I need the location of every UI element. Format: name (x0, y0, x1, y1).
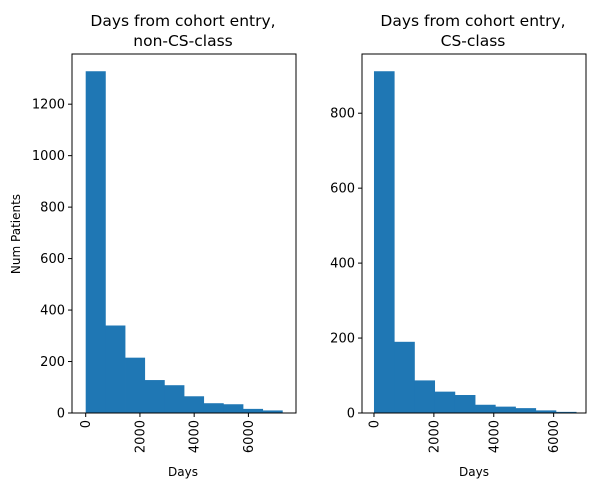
right-y-tick-label-3: 600 (330, 182, 355, 197)
right-x-tick-label-2: 4000 (487, 420, 502, 453)
right-x-ticks: 0 2000 4000 6000 (367, 413, 562, 453)
left-bar-0 (85, 71, 106, 413)
left-x-tick-label-3: 6000 (242, 420, 257, 453)
left-y-tick-label-3: 600 (40, 252, 65, 267)
right-bar-1 (394, 341, 415, 413)
left-bar-4 (164, 385, 185, 413)
left-bar-6 (203, 403, 224, 413)
left-y-tick-label-6: 1200 (32, 98, 65, 113)
left-x-label: Days (168, 465, 198, 479)
right-y-ticks: 0 200 400 600 800 (330, 107, 362, 422)
left-bar-9 (262, 410, 283, 413)
right-bars (373, 71, 577, 413)
left-bar-7 (223, 404, 244, 413)
left-panel: Days from cohort entry, non-CS-class 0 20… (9, 12, 297, 479)
left-y-tick-label-2: 400 (40, 304, 65, 319)
left-bar-5 (184, 396, 205, 413)
left-bar-8 (242, 408, 264, 413)
right-y-tick-label-1: 200 (330, 332, 355, 347)
left-bar-2 (125, 357, 146, 413)
right-bar-3 (434, 391, 456, 413)
right-title-line-1: Days from cohort entry, (380, 12, 565, 30)
left-y-tick-label-4: 800 (40, 201, 65, 216)
left-x-tick-label-2: 4000 (188, 420, 203, 453)
right-bar-8 (535, 410, 557, 413)
left-axes-frame (71, 53, 297, 414)
left-bars (85, 71, 283, 413)
right-panel: Days from cohort entry, CS-class 0 200 400… (330, 12, 587, 479)
left-x-tick-label-0: 0 (79, 420, 94, 428)
right-y-tick-label-2: 400 (330, 257, 355, 272)
left-y-label: Num Patients (9, 194, 23, 274)
right-axes-frame (361, 53, 587, 414)
right-bar-6 (495, 406, 516, 413)
left-y-ticks: 0 200 400 600 800 1000 1200 (32, 98, 72, 422)
right-y-tick-label-4: 800 (330, 107, 355, 122)
left-x-tick-label-1: 2000 (133, 420, 148, 453)
left-y-tick-label-0: 0 (57, 407, 65, 422)
left-bar-3 (144, 380, 165, 413)
right-y-tick-label-0: 0 (347, 407, 355, 422)
right-bar-9 (555, 411, 577, 413)
left-title-line-2: non-CS-class (133, 32, 232, 50)
left-title-line-1: Days from cohort entry, (90, 12, 275, 30)
right-title-line-2: CS-class (441, 32, 506, 50)
right-x-tick-label-1: 2000 (427, 420, 442, 453)
right-bar-2 (414, 380, 436, 413)
right-x-label: Days (459, 465, 489, 479)
left-x-ticks: 0 2000 4000 6000 (79, 413, 257, 453)
right-bar-5 (475, 404, 496, 413)
right-x-tick-label-3: 6000 (547, 420, 562, 453)
right-bar-7 (515, 408, 537, 413)
right-x-tick-label-0: 0 (367, 420, 382, 428)
right-bar-4 (454, 395, 476, 413)
right-bar-0 (373, 71, 395, 413)
left-bar-1 (105, 325, 126, 413)
left-y-tick-label-5: 1000 (32, 149, 65, 164)
left-y-tick-label-1: 200 (40, 355, 65, 370)
